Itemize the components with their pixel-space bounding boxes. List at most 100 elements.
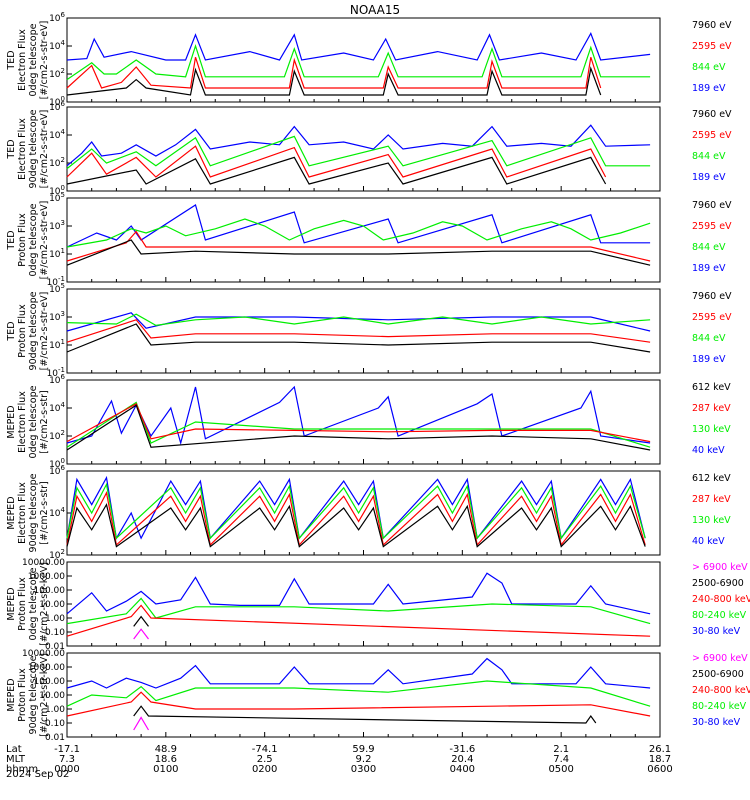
legend-entry: 2500-6900 <box>692 669 744 680</box>
series-green <box>66 44 651 81</box>
plot-frame <box>66 652 661 738</box>
series-green <box>66 313 651 327</box>
panel-8: 10000.00 1000.00 100.00 10.00 1.00 0.10 0.01 ME… <box>6 649 750 743</box>
x-tick-mlt: 2.5 <box>257 754 273 765</box>
y-tick-label: 1000.00 <box>28 663 65 673</box>
y-axis-label: MEPED <box>6 678 17 711</box>
series-black <box>66 404 651 451</box>
legend-entry: 130 keV <box>692 424 731 435</box>
y-axis-label: Proton Flux <box>17 577 28 631</box>
y-tick-label: 100.00 <box>34 677 66 687</box>
legend-entry: 40 keV <box>692 445 725 456</box>
legend-entry: 7960 eV <box>692 291 732 302</box>
y-tick-label: 102 <box>49 67 65 80</box>
x-row-label: Lat <box>6 744 22 755</box>
panel-5: 100 102 104 106 MEPED Electron Flux 0deg teles… <box>6 373 731 470</box>
y-axis-label: [#/cm2-s-str] <box>39 390 50 453</box>
series-black <box>66 239 651 266</box>
y-axis-label: [#/cm2-s-str-eV] <box>39 110 50 189</box>
y-tick-label: 102 <box>49 429 65 442</box>
legend-entry: 80-240 keV <box>692 610 747 621</box>
y-tick-label: 105 <box>49 191 65 204</box>
panel-7: 10000.00 1000.00 100.00 10.00 1.00 0.10 0.01 ME… <box>6 558 750 652</box>
x-tick-mlt: 9.2 <box>356 754 372 765</box>
y-tick-label: 100.00 <box>34 586 66 596</box>
series-blue <box>66 385 651 446</box>
series-red <box>66 57 602 89</box>
x-tick-hhmm: 0000 <box>54 764 79 775</box>
panels: 100 102 104 106 TED Electron Flux 0deg telesco… <box>6 11 750 743</box>
series-magenta <box>133 716 150 731</box>
y-axis-label: TED <box>6 321 17 341</box>
series-magenta <box>133 628 149 640</box>
date-label: 2024 Sep 02 <box>6 769 69 780</box>
series-blue <box>66 204 651 248</box>
series-green <box>66 401 651 448</box>
y-axis-label: [#/cm2-s-str-eV] <box>39 21 50 100</box>
y-tick-label: 103 <box>49 310 65 323</box>
panel-6: 102 104 106 MEPED Electron Flux 90deg telesco… <box>6 464 731 561</box>
legend-entry: 2595 eV <box>692 130 732 141</box>
y-axis-label: Electron Flux <box>17 391 28 453</box>
legend-entry: 287 keV <box>692 403 731 414</box>
legend-entry: 2595 eV <box>692 312 732 323</box>
y-tick-label: 104 <box>49 506 65 519</box>
legend-entry: 130 keV <box>692 515 731 526</box>
legend-entry: 7960 eV <box>692 109 732 120</box>
legend-entry: 287 keV <box>692 494 731 505</box>
x-tick-mlt: 18.7 <box>649 754 671 765</box>
legend-entry: 844 eV <box>692 151 726 162</box>
y-tick-label: 10.00 <box>39 691 65 701</box>
y-tick-label: 101 <box>49 338 65 351</box>
x-tick-hhmm: 0200 <box>252 764 277 775</box>
y-axis-label: MEPED <box>6 587 17 620</box>
series-blue <box>66 475 646 540</box>
series-green <box>66 135 651 170</box>
series-red <box>66 145 607 178</box>
legend-entry: 40 keV <box>692 536 725 547</box>
legend-entry: 240-800 keV <box>692 594 750 605</box>
y-tick-label: 100 <box>49 457 65 470</box>
x-tick-lat: 59.9 <box>352 744 374 755</box>
x-tick-lat: -17.1 <box>54 744 80 755</box>
series-black <box>66 66 602 96</box>
y-tick-label: 1.00 <box>45 614 65 624</box>
plot-frame <box>66 197 661 283</box>
y-axis-label: 0deg telescope <box>28 23 39 96</box>
x-tick-mlt: 20.4 <box>451 754 473 765</box>
series-green <box>66 597 651 625</box>
legend-entry: 7960 eV <box>692 20 732 31</box>
y-tick-label: 102 <box>49 156 65 169</box>
y-axis-label: Proton Flux <box>17 304 28 358</box>
figure-title: NOAA15 <box>350 3 400 17</box>
legend-entry: 80-240 keV <box>692 701 747 712</box>
y-axis-label: Electron Flux <box>17 118 28 180</box>
y-axis-label: TED <box>6 230 17 250</box>
y-tick-label: 103 <box>49 219 65 232</box>
series-red <box>66 604 651 637</box>
panel-4: 10-1 101 103 105 TED Proton Flux 90deg telesco… <box>6 282 732 379</box>
panel-1: 100 102 104 106 TED Electron Flux 0deg telesco… <box>6 11 732 108</box>
y-axis-label: Proton Flux <box>17 668 28 722</box>
x-row-label: MLT <box>6 754 26 765</box>
y-tick-label: 100 <box>49 184 65 197</box>
x-tick-hhmm: 0600 <box>647 764 672 775</box>
series-green <box>66 680 651 707</box>
series-blue <box>66 124 651 167</box>
y-tick-label: 1.00 <box>45 705 65 715</box>
x-tick-lat: -31.6 <box>449 744 475 755</box>
y-tick-label: 0.01 <box>45 733 65 743</box>
x-tick-lat: 48.9 <box>155 744 177 755</box>
series-blue <box>66 657 651 689</box>
x-tick-mlt: 7.3 <box>59 754 75 765</box>
y-axis-label: MEPED <box>6 405 17 438</box>
y-tick-label: 104 <box>49 401 65 414</box>
legend-entry: 240-800 keV <box>692 685 750 696</box>
series-blue <box>66 31 651 61</box>
x-tick-hhmm: 0400 <box>450 764 475 775</box>
legend-entry: > 6900 keV <box>692 562 748 573</box>
series-black <box>133 705 597 724</box>
panel-3: 10-1 101 103 105 TED Proton Flux 0deg telescop… <box>6 191 732 288</box>
y-tick-label: 106 <box>49 373 65 386</box>
